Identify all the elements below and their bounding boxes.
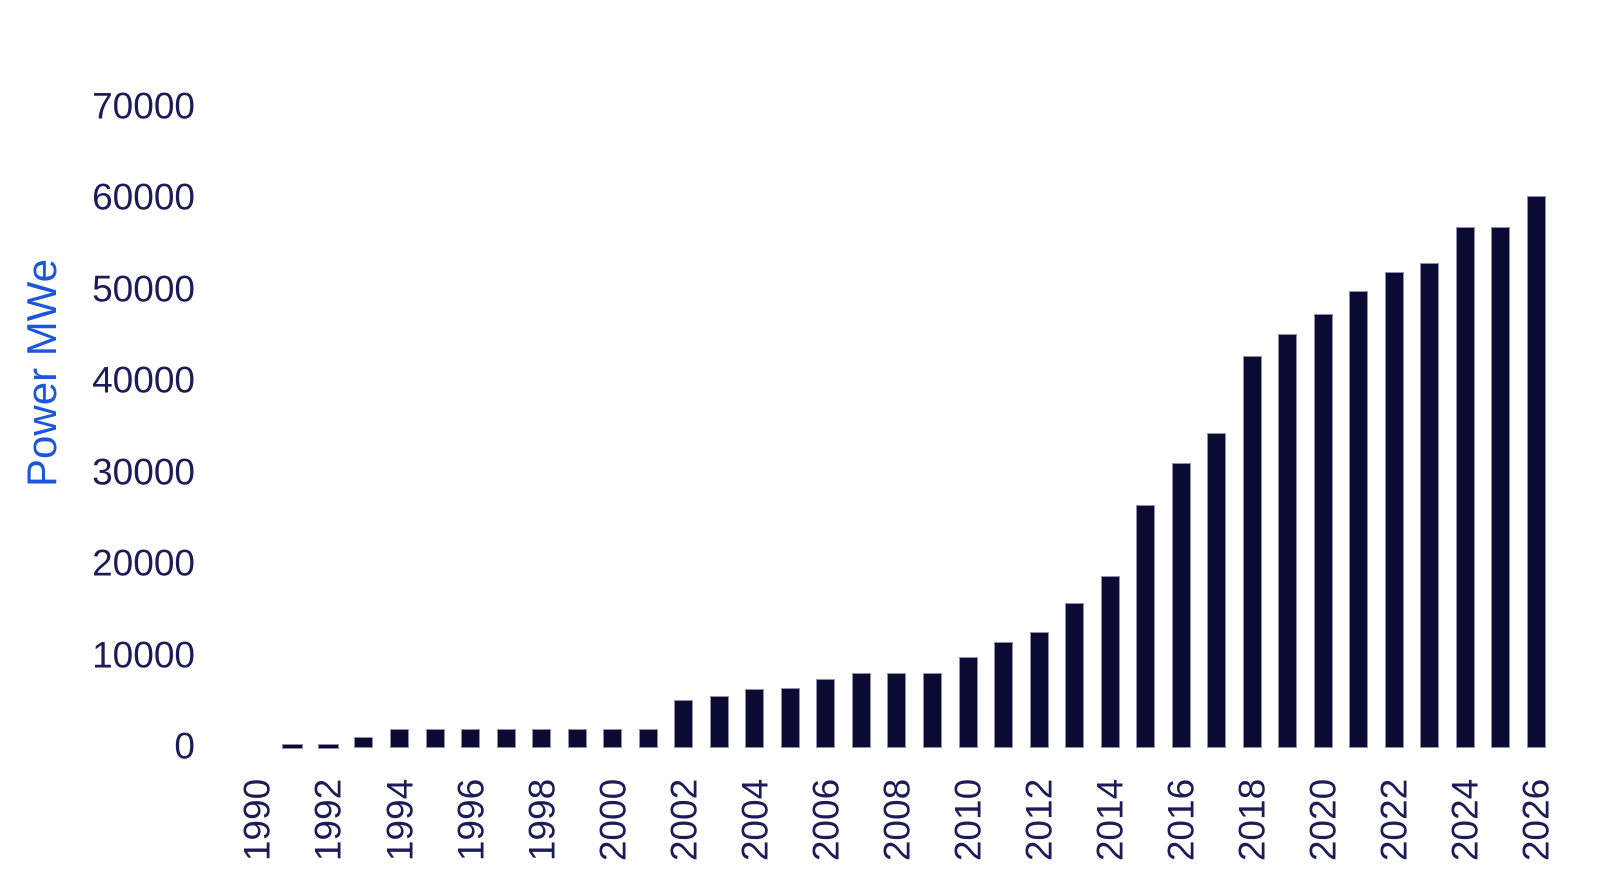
bar-1995: [425, 728, 445, 748]
bar-2017: [1207, 433, 1227, 748]
bar-2012: [1029, 631, 1049, 748]
x-tick-label-1996: 1996: [450, 778, 492, 862]
bar-2013: [1065, 602, 1085, 748]
bar-2009: [922, 672, 942, 748]
x-tick-label-2002: 2002: [663, 778, 705, 862]
bar-1993: [354, 737, 374, 748]
y-tick-label-0: 0: [174, 725, 195, 767]
bar-2014: [1100, 575, 1120, 748]
bar-2010: [958, 657, 978, 748]
bar-2007: [851, 672, 871, 748]
bar-2008: [887, 672, 907, 748]
x-tick-label-1992: 1992: [307, 778, 349, 862]
x-tick-label-2018: 2018: [1231, 778, 1273, 862]
x-tick-label-2020: 2020: [1302, 778, 1344, 862]
y-tick-label-10000: 10000: [92, 634, 195, 675]
bar-2003: [709, 695, 729, 748]
y-tick-label-40000: 40000: [92, 359, 195, 401]
bar-2025: [1491, 227, 1511, 748]
bar-2000: [603, 728, 623, 748]
bar-2006: [816, 679, 836, 748]
bar-1999: [567, 728, 587, 748]
bar-2022: [1384, 272, 1404, 748]
x-tick-label-2008: 2008: [876, 778, 918, 862]
bar-2020: [1313, 314, 1333, 748]
bar-1997: [496, 728, 516, 748]
x-tick-label-2026: 2026: [1515, 778, 1557, 862]
y-tick-label-30000: 30000: [92, 451, 195, 492]
x-tick-label-2014: 2014: [1089, 778, 1131, 862]
bar-2026: [1526, 196, 1546, 748]
bar-1991: [283, 745, 303, 748]
bar-1994: [390, 728, 410, 748]
x-tick-label-2006: 2006: [805, 778, 847, 862]
y-tick-label-60000: 60000: [92, 176, 195, 218]
x-tick-label-2012: 2012: [1018, 778, 1060, 862]
bar-2018: [1242, 356, 1262, 748]
bar-2002: [674, 700, 694, 748]
bar-2023: [1420, 263, 1440, 748]
bar-1998: [532, 728, 552, 748]
x-tick-label-1994: 1994: [379, 778, 421, 862]
x-tick-label-2022: 2022: [1373, 778, 1415, 862]
bar-2001: [638, 728, 658, 748]
bar-2004: [745, 688, 765, 748]
x-tick-label-2004: 2004: [734, 778, 776, 862]
x-tick-label-2016: 2016: [1160, 778, 1202, 862]
y-tick-label-20000: 20000: [92, 542, 195, 584]
bar-2019: [1278, 333, 1298, 748]
x-tick-label-2000: 2000: [592, 778, 634, 862]
x-tick-label-2024: 2024: [1444, 778, 1486, 862]
bar-1992: [318, 745, 338, 748]
bar-2015: [1136, 504, 1156, 748]
bar-2024: [1455, 227, 1475, 748]
bar-2016: [1171, 462, 1191, 748]
bar-2021: [1349, 291, 1369, 748]
x-tick-label-1998: 1998: [521, 778, 563, 862]
bar-2011: [994, 641, 1014, 748]
bar-2005: [780, 687, 800, 748]
bar-1996: [461, 728, 481, 748]
y-axis-title: Power MWe: [18, 259, 65, 487]
x-tick-label-1990: 1990: [236, 778, 278, 862]
x-tick-label-2010: 2010: [947, 778, 989, 862]
y-tick-label-70000: 70000: [92, 85, 195, 126]
y-tick-label-50000: 50000: [92, 268, 195, 309]
